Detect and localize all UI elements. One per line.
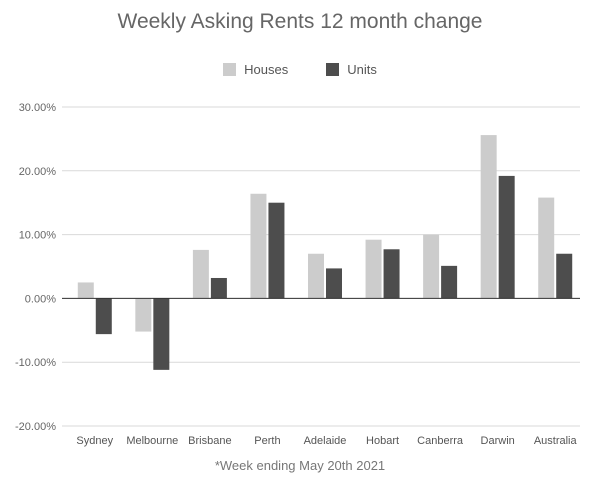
bar-houses-brisbane (192, 249, 209, 299)
x-tick-label: Canberra (417, 435, 464, 447)
chart-title: Weekly Asking Rents 12 month change (117, 10, 483, 33)
x-tick-label: Perth (254, 435, 280, 447)
y-tick-label: -20.00% (15, 421, 56, 433)
bar-units-brisbane (210, 277, 227, 299)
legend-label-units: Units (347, 62, 377, 77)
x-tick-label: Australia (534, 435, 578, 447)
bar-units-adelaide (326, 268, 342, 299)
legend-item-units: Units (326, 62, 377, 77)
bar-houses-hobart (365, 239, 382, 299)
bar-units-australia (556, 253, 573, 299)
legend-item-houses: Houses (223, 62, 288, 77)
bar-houses-adelaide (308, 253, 324, 299)
bar-units-perth (268, 202, 285, 299)
chart-footnote: *Week ending May 20th 2021 (214, 458, 386, 473)
y-tick-label: -10.00% (15, 357, 56, 369)
y-tick-label: 30.00% (19, 102, 57, 114)
bar-houses-darwin (480, 135, 497, 299)
bar-houses-canberra (423, 234, 440, 299)
legend-swatch-houses (223, 63, 237, 76)
bar-houses-australia (538, 197, 555, 299)
bar-houses-melbourne (135, 298, 152, 332)
y-tick-label: 10.00% (19, 230, 57, 242)
legend-label-houses: Houses (244, 62, 289, 77)
x-tick-label: Adelaide (304, 435, 347, 447)
x-tick-label: Hobart (366, 435, 399, 447)
bar-units-melbourne (153, 298, 170, 370)
x-tick-label: Melbourne (126, 435, 178, 447)
y-tick-label: 0.00% (25, 293, 56, 305)
y-tick-label: 20.00% (19, 166, 57, 178)
x-tick-label: Darwin (481, 435, 515, 447)
bar-houses-sydney (77, 282, 94, 299)
bar-units-darwin (498, 175, 515, 299)
chart-legend: Houses Units (0, 62, 600, 77)
bar-units-sydney (95, 298, 112, 335)
x-tick-label: Sydney (76, 435, 113, 447)
x-tick-label: Brisbane (188, 435, 231, 447)
bar-units-hobart (383, 249, 400, 299)
bar-houses-perth (250, 193, 267, 299)
bar-units-canberra (441, 265, 458, 299)
legend-swatch-units (326, 63, 340, 76)
